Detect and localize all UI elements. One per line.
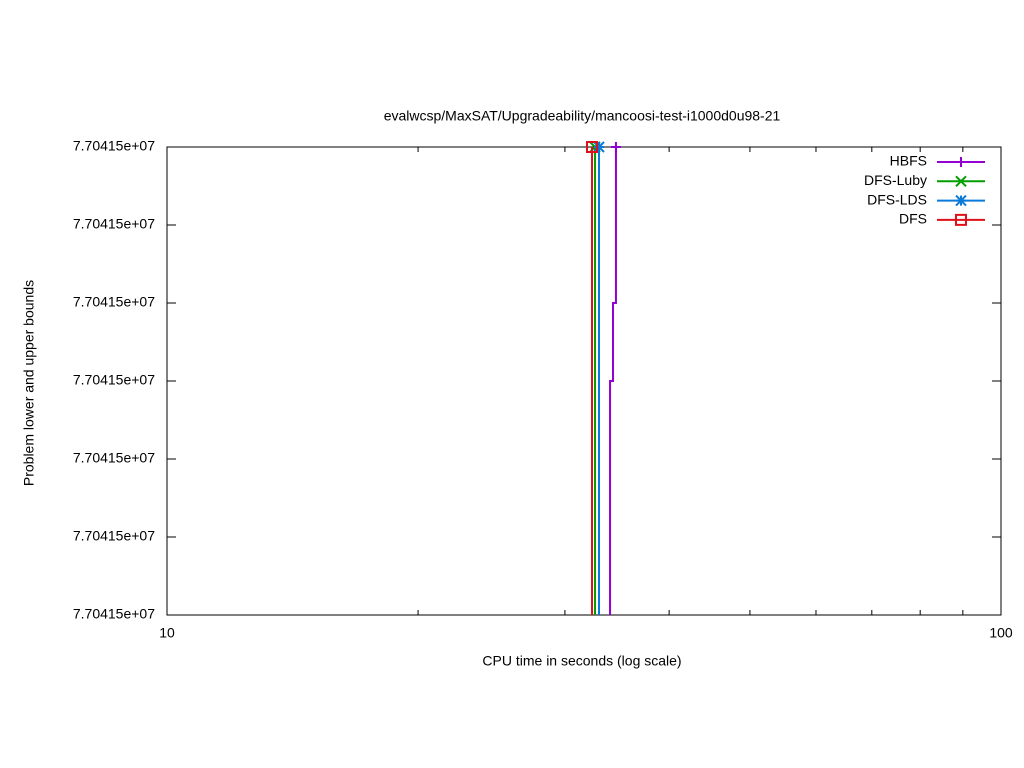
series-marker bbox=[593, 141, 605, 153]
series-marker bbox=[586, 141, 599, 153]
y-tick-label: 7.70415e+07 bbox=[73, 294, 155, 310]
legend-label: DFS bbox=[899, 211, 927, 227]
y-tick-label: 7.70415e+07 bbox=[73, 216, 155, 232]
legend-marker bbox=[955, 213, 967, 226]
legend-label: HBFS bbox=[890, 153, 927, 169]
legend-label: DFS-LDS bbox=[867, 191, 927, 207]
y-tick-label: 7.70415e+07 bbox=[73, 372, 155, 388]
legend-marker bbox=[955, 175, 967, 188]
y-tick-label: 7.70415e+07 bbox=[73, 606, 155, 622]
legend-label: DFS-Luby bbox=[864, 172, 927, 188]
y-axis-label: Problem lower and upper bounds bbox=[21, 280, 37, 486]
legend-marker bbox=[956, 157, 966, 167]
x-tick-label: 100 bbox=[989, 625, 1013, 641]
plot-border bbox=[166, 146, 1002, 616]
x-axis-label: CPU time in seconds (log scale) bbox=[482, 653, 681, 669]
legend-marker bbox=[955, 194, 967, 207]
series-line bbox=[609, 147, 617, 615]
y-tick-label: 7.70415e+07 bbox=[73, 138, 155, 154]
y-tick-label: 7.70415e+07 bbox=[73, 450, 155, 466]
x-tick-label: 10 bbox=[159, 625, 175, 641]
series-marker bbox=[610, 142, 621, 152]
chart-title: evalwcsp/MaxSAT/Upgradeability/mancoosi-… bbox=[384, 108, 781, 124]
y-tick-label: 7.70415e+07 bbox=[73, 528, 155, 544]
